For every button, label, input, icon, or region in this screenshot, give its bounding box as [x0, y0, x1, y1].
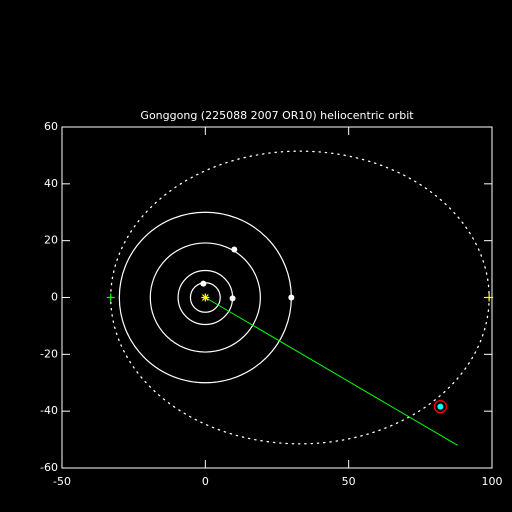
y-tick-label: -20	[40, 347, 58, 360]
planet-orbit	[149, 242, 261, 353]
y-tick-label: -60	[40, 461, 58, 474]
y-tick-label: 20	[44, 234, 58, 247]
perihelion-marker	[106, 293, 115, 302]
x-tick-label: 50	[342, 475, 356, 488]
sun	[201, 293, 210, 302]
chart-title: Gonggong (225088 2007 OR10) heliocentric…	[140, 109, 414, 122]
object	[437, 403, 444, 410]
planet	[231, 246, 238, 253]
object-ring	[433, 399, 448, 414]
y-tick-label: -40	[40, 404, 58, 417]
planet	[288, 294, 295, 301]
x-tick-label: -50	[53, 475, 71, 488]
y-tick-label: 40	[44, 177, 58, 190]
x-tick-label: 0	[202, 475, 209, 488]
y-tick-label: 60	[44, 120, 58, 133]
direction-line	[205, 297, 458, 446]
x-tick-label: 100	[482, 475, 503, 488]
planet	[200, 280, 207, 287]
y-tick-label: 0	[51, 291, 58, 304]
planet	[229, 295, 236, 302]
aphelion-marker	[485, 293, 494, 302]
